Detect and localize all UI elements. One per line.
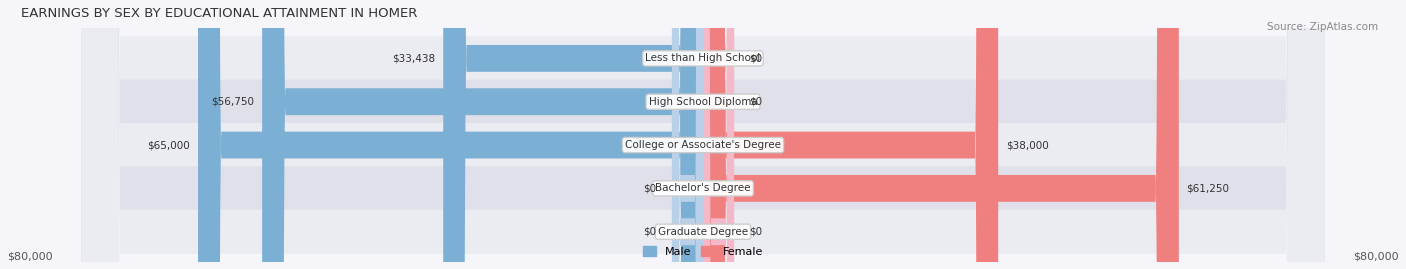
Text: High School Diploma: High School Diploma	[648, 97, 758, 107]
Text: $61,250: $61,250	[1187, 183, 1230, 193]
FancyBboxPatch shape	[82, 0, 1324, 269]
Text: College or Associate's Degree: College or Associate's Degree	[626, 140, 780, 150]
Text: EARNINGS BY SEX BY EDUCATIONAL ATTAINMENT IN HOMER: EARNINGS BY SEX BY EDUCATIONAL ATTAINMEN…	[21, 7, 418, 20]
FancyBboxPatch shape	[262, 0, 703, 269]
Text: Graduate Degree: Graduate Degree	[658, 227, 748, 237]
Text: $0: $0	[749, 97, 762, 107]
FancyBboxPatch shape	[703, 0, 734, 269]
Text: $0: $0	[749, 53, 762, 63]
Legend: Male, Female: Male, Female	[638, 242, 768, 261]
FancyBboxPatch shape	[82, 0, 1324, 269]
Text: $80,000: $80,000	[7, 251, 52, 261]
FancyBboxPatch shape	[703, 0, 734, 269]
Text: $0: $0	[644, 227, 657, 237]
FancyBboxPatch shape	[703, 0, 1178, 269]
Text: $33,438: $33,438	[392, 53, 436, 63]
FancyBboxPatch shape	[672, 0, 703, 269]
FancyBboxPatch shape	[198, 0, 703, 269]
Text: $0: $0	[749, 227, 762, 237]
Text: $56,750: $56,750	[211, 97, 254, 107]
Text: $80,000: $80,000	[1354, 251, 1399, 261]
FancyBboxPatch shape	[443, 0, 703, 269]
FancyBboxPatch shape	[82, 0, 1324, 269]
FancyBboxPatch shape	[703, 0, 998, 269]
FancyBboxPatch shape	[82, 0, 1324, 269]
Text: Less than High School: Less than High School	[645, 53, 761, 63]
FancyBboxPatch shape	[703, 0, 734, 269]
Text: $65,000: $65,000	[148, 140, 190, 150]
Text: Bachelor's Degree: Bachelor's Degree	[655, 183, 751, 193]
Text: Source: ZipAtlas.com: Source: ZipAtlas.com	[1267, 22, 1378, 31]
FancyBboxPatch shape	[82, 0, 1324, 269]
Text: $0: $0	[644, 183, 657, 193]
FancyBboxPatch shape	[672, 0, 703, 269]
Text: $38,000: $38,000	[1005, 140, 1049, 150]
